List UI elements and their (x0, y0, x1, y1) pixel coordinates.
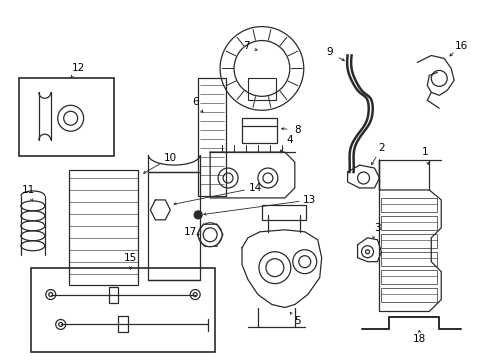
Bar (198, 78, 225, 196)
Bar (247, 78, 275, 100)
Text: 5: 5 (294, 316, 301, 327)
Text: 15: 15 (123, 253, 137, 263)
Text: 3: 3 (373, 223, 380, 233)
Bar (242, 118, 276, 143)
Text: 11: 11 (22, 185, 36, 195)
Bar (381, 198, 436, 212)
Text: 13: 13 (303, 195, 316, 205)
Text: 10: 10 (163, 153, 177, 163)
Bar (108, 287, 118, 302)
Bar (118, 316, 128, 332)
Text: 6: 6 (191, 97, 198, 107)
Bar (381, 270, 436, 284)
Text: 8: 8 (294, 125, 301, 135)
Text: 2: 2 (377, 143, 384, 153)
Bar (262, 205, 305, 220)
Text: 12: 12 (72, 63, 85, 73)
Bar (381, 234, 436, 248)
Text: 18: 18 (412, 334, 425, 345)
Bar (19, 78, 113, 156)
Text: 7: 7 (242, 41, 249, 50)
Text: 1: 1 (421, 147, 428, 157)
Text: 9: 9 (325, 48, 332, 58)
Bar (381, 288, 436, 302)
Bar (381, 216, 436, 230)
Bar (68, 170, 138, 285)
Circle shape (194, 211, 202, 219)
Bar (31, 268, 215, 352)
Text: 17: 17 (183, 227, 197, 237)
Text: 4: 4 (286, 135, 292, 145)
Text: 16: 16 (454, 41, 467, 50)
Bar (381, 252, 436, 266)
Text: 14: 14 (248, 183, 261, 193)
